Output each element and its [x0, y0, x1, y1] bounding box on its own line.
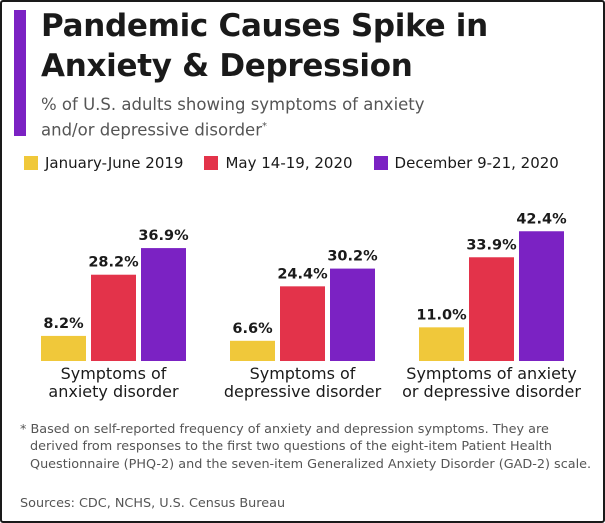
value-label-anxiety-or-depression-2019: 11.0% [416, 307, 467, 323]
legend-swatch-2019 [24, 156, 38, 170]
value-label-depression-2019: 6.6% [232, 321, 273, 337]
legend-item-2019: January-June 2019 [24, 154, 183, 172]
value-label-anxiety-dec-2020: 36.9% [138, 228, 189, 244]
category-label-anxiety-line-2: anxiety disorder [48, 382, 179, 401]
footnote: * Based on self-reported frequency of an… [20, 422, 592, 472]
bar-anxiety-or-depression-2019 [419, 327, 464, 361]
legend-label-dec-2020: December 9-21, 2020 [394, 154, 559, 172]
value-label-anxiety-may-2020: 28.2% [88, 255, 139, 271]
legend-label-2019: January-June 2019 [45, 154, 184, 172]
sources-note: Sources: CDC, NCHS, U.S. Census Bureau [20, 496, 286, 511]
chart-subtitle: % of U.S. adults showing symptoms of anx… [41, 94, 441, 142]
chart-legend: January-June 2019 May 14-19, 2020 Decemb… [24, 154, 580, 172]
legend-swatch-dec-2020 [373, 156, 388, 170]
title-accent-bar [14, 10, 26, 136]
bar-anxiety-may-2020 [91, 274, 136, 361]
category-label-depression-line-2: depressive disorder [224, 382, 382, 401]
value-label-anxiety-2019: 8.2% [43, 316, 84, 332]
category-label-anxiety-line-1: Symptoms of [61, 364, 167, 383]
bar-depression-2019 [230, 340, 275, 361]
value-label-depression-may-2020: 24.4% [277, 266, 328, 282]
bar-depression-may-2020 [280, 286, 325, 361]
value-label-depression-dec-2020: 30.2% [327, 249, 378, 265]
legend-item-may-2020: May 14-19, 2020 [204, 154, 353, 172]
bar-depression-dec-2020 [330, 268, 375, 361]
value-label-anxiety-or-depression-dec-2020: 42.4% [516, 211, 567, 227]
bar-anxiety-2019 [41, 335, 86, 361]
category-label-anxiety-or-depression-line-2: or depressive disorder [402, 382, 581, 401]
legend-swatch-may-2020 [204, 156, 219, 170]
legend-item-dec-2020: December 9-21, 2020 [373, 154, 559, 172]
legend-label-may-2020: May 14-19, 2020 [225, 154, 353, 172]
bar-anxiety-or-depression-may-2020 [469, 257, 514, 361]
bar-anxiety-dec-2020 [141, 248, 186, 361]
subtitle-text: % of U.S. adults showing symptoms of anx… [41, 95, 425, 140]
subtitle-footnote-marker: * [262, 121, 267, 132]
page-title: Pandemic Causes Spike in Anxiety & Depre… [41, 8, 488, 84]
category-label-depression-line-1: Symptoms of [250, 364, 356, 383]
value-label-anxiety-or-depression-may-2020: 33.9% [466, 237, 517, 253]
category-label-anxiety-or-depression-line-1: Symptoms of anxiety [406, 364, 576, 383]
bar-anxiety-or-depression-dec-2020 [519, 231, 564, 361]
